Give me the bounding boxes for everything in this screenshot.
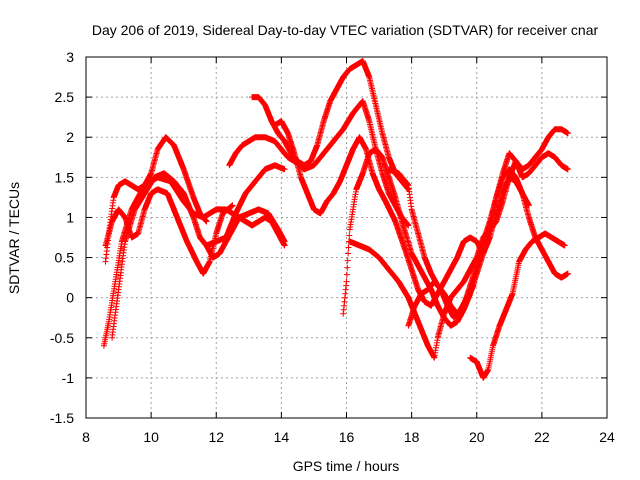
series-track-13 [467,230,568,381]
y-tick-label: -1.5 [50,410,74,426]
series-track-6 [226,98,412,229]
y-tick-label: 1.5 [55,169,75,185]
plus-markers [102,134,210,265]
data-points-layer [100,58,571,381]
y-tick-label: -1 [62,370,75,386]
x-tick-label: 18 [404,429,420,445]
x-axis-label: GPS time / hours [293,458,400,474]
series-track-2 [102,134,210,265]
ticks-layer [85,56,608,419]
plus-markers [405,278,477,329]
series-track-12 [405,278,477,329]
x-tick-label: 16 [339,429,355,445]
grid-layer [86,57,607,418]
y-tick-label: 1 [66,209,74,225]
y-tick-labels: -1.5 -1 -0.5 0 0.5 1 1.5 2 2.5 3 [50,49,74,426]
plus-markers [203,214,288,261]
x-tick-label: 14 [274,429,290,445]
x-tick-label: 12 [208,429,224,445]
plus-markers [102,186,236,277]
y-tick-label: 0.5 [55,250,75,266]
chart-title: Day 206 of 2019, Sidereal Day-to-day VTE… [92,22,599,38]
x-tick-label: 10 [143,429,159,445]
x-tick-label: 20 [469,429,485,445]
plus-markers [226,98,412,229]
y-tick-label: 2.5 [55,89,75,105]
y-tick-label: 3 [66,49,74,65]
x-tick-labels: 8 10 12 14 16 18 20 22 24 [82,429,615,445]
y-tick-label: 2 [66,129,74,145]
x-tick-label: 8 [82,429,90,445]
x-tick-label: 24 [599,429,615,445]
series-track-7 [249,58,412,193]
plus-markers [249,58,412,193]
series-track-5 [203,214,288,261]
y-tick-label: -0.5 [50,330,74,346]
series-track-3 [102,186,236,277]
x-tick-label: 22 [534,429,550,445]
y-axis-label: SDTVAR / TECUs [6,182,22,294]
y-tick-label: 0 [66,290,74,306]
plus-markers [467,230,568,381]
